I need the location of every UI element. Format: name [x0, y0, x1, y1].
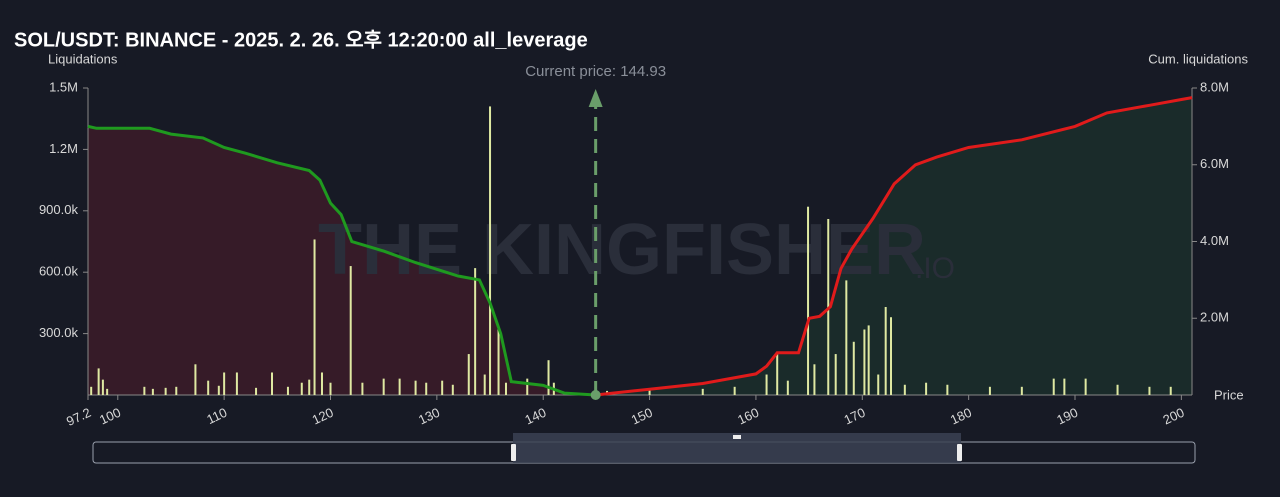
liquidation-bar — [329, 382, 332, 395]
liquidation-bar — [489, 106, 492, 396]
liquidation-bar — [786, 380, 789, 395]
liquidation-bar — [903, 384, 906, 395]
watermark-suffix: .IO — [915, 252, 955, 285]
liquidation-bar — [648, 388, 651, 395]
cumulative-area — [595, 97, 1192, 395]
liquidation-bar — [467, 354, 470, 395]
liquidation-bar — [255, 387, 258, 395]
liquidation-bar — [867, 325, 870, 395]
cumulative-line — [87, 124, 596, 397]
y-axis-title: Liquidations — [48, 51, 118, 66]
liquidation-bar — [877, 374, 880, 395]
liquidation-bar — [834, 354, 837, 395]
y-tick-label: 1.5M — [49, 79, 78, 94]
liquidation-bar — [1084, 378, 1087, 395]
liquidation-bar — [863, 329, 866, 395]
liquidation-bar — [308, 379, 311, 395]
liquidation-bar — [1169, 386, 1172, 395]
liquidation-bar — [313, 239, 316, 395]
liquidation-bar — [776, 354, 779, 395]
liquidation-bar — [271, 372, 273, 395]
y-tick-label: 900.0k — [39, 202, 79, 217]
x-axis-title: Price — [1214, 387, 1244, 402]
range-slider[interactable] — [92, 433, 1196, 464]
y2-tick-label: 6.0M — [1200, 156, 1229, 171]
y2-tick-label: 2.0M — [1200, 310, 1229, 325]
liquidation-bar — [101, 379, 104, 395]
y2-axis-title: Cum. liquidations — [1148, 51, 1248, 66]
liquidation-bar — [175, 386, 178, 395]
liquidation-bar — [90, 386, 93, 395]
liquidation-bar — [988, 386, 991, 395]
liquidation-bar — [1020, 386, 1023, 395]
liquidation-bar — [813, 364, 816, 395]
liquidation-bar — [451, 384, 454, 395]
liquidation-bar — [845, 280, 848, 395]
watermark: THE KINGFISHER .IO — [318, 210, 955, 290]
liquidation-bar — [946, 384, 949, 395]
liquidation-bar — [884, 306, 887, 395]
liquidation-bar — [414, 380, 417, 395]
chart-title: SOL/USDT: BINANCE - 2025. 2. 26. 오후 12:2… — [14, 28, 588, 51]
watermark-text: THE KINGFISHER — [318, 210, 926, 290]
slider-handle[interactable] — [511, 444, 516, 461]
liquidation-bar — [807, 206, 810, 395]
y-tick-label: 300.0k — [39, 325, 79, 340]
liquidation-bar — [143, 386, 146, 395]
liquidation-bar — [474, 268, 477, 395]
liquidation-bar — [286, 386, 289, 395]
current-price-label: Current price: 144.93 — [525, 63, 666, 80]
liquidation-bar — [547, 360, 550, 395]
cumulative-line — [595, 96, 1193, 397]
liquidation-bar — [97, 368, 100, 395]
liquidation-bar — [852, 341, 855, 395]
liquidation-bar — [235, 372, 238, 395]
y2-tick-label: 8.0M — [1200, 79, 1229, 94]
liquidation-bar — [217, 385, 220, 395]
liquidation-bar — [300, 382, 303, 395]
slider-handle[interactable] — [957, 444, 962, 461]
liquidation-bar — [701, 388, 704, 395]
liquidation-bar — [733, 386, 736, 395]
liquidation-bar — [207, 380, 210, 395]
liquidation-bar — [890, 317, 893, 395]
liquidation-bar — [194, 364, 197, 395]
liquidation-bar — [526, 378, 529, 395]
liquidation-bar — [504, 382, 507, 395]
liquidation-bar — [106, 388, 109, 395]
liquidation-bar — [320, 372, 323, 395]
liquidation-bar — [497, 327, 500, 395]
liquidation-bar — [1052, 378, 1055, 395]
cumulative-area — [88, 126, 596, 396]
liquidation-bar — [925, 382, 928, 395]
liquidation-bar — [765, 374, 768, 395]
liquidation-bar — [361, 382, 364, 395]
liquidation-bar — [349, 266, 352, 395]
liquidation-bar — [483, 374, 486, 395]
liquidation-bar — [382, 378, 385, 395]
y2-tick-label: 4.0M — [1200, 233, 1229, 248]
y-tick-label: 1.2M — [49, 141, 78, 156]
liquidation-bar — [425, 382, 428, 395]
liquidation-bar — [1148, 386, 1151, 395]
current-price-dot — [590, 390, 601, 400]
liquidation-bar — [1116, 384, 1119, 395]
liquidation-bar — [441, 380, 444, 395]
current-price-arrow — [588, 89, 603, 107]
liquidation-bar — [1063, 378, 1066, 395]
liquidation-bar — [164, 387, 167, 395]
liquidation-bar — [151, 388, 154, 395]
slider-grip[interactable] — [733, 435, 741, 439]
y-tick-label: 600.0k — [39, 264, 79, 279]
liquidation-bar — [398, 378, 401, 395]
liquidation-bar — [223, 372, 226, 395]
